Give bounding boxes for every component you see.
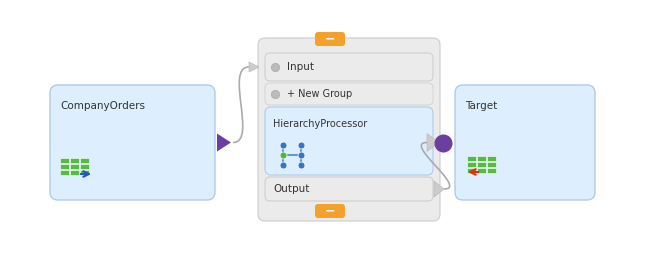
Bar xyxy=(487,162,496,167)
Polygon shape xyxy=(434,181,444,197)
FancyBboxPatch shape xyxy=(315,32,345,46)
Bar xyxy=(70,158,79,163)
FancyBboxPatch shape xyxy=(265,83,433,105)
FancyBboxPatch shape xyxy=(265,177,433,201)
Text: Output: Output xyxy=(273,184,309,194)
Text: −: − xyxy=(325,32,335,46)
Polygon shape xyxy=(249,62,259,72)
Bar xyxy=(60,170,69,175)
FancyBboxPatch shape xyxy=(265,53,433,81)
FancyBboxPatch shape xyxy=(258,38,440,221)
Text: HierarchyProcessor: HierarchyProcessor xyxy=(273,119,367,129)
Bar xyxy=(477,168,486,173)
Bar xyxy=(70,170,79,175)
Text: + New Group: + New Group xyxy=(287,89,352,99)
Polygon shape xyxy=(217,133,231,152)
Bar xyxy=(467,168,476,173)
Bar xyxy=(60,158,69,163)
FancyBboxPatch shape xyxy=(265,107,433,175)
Bar xyxy=(477,156,486,161)
Bar xyxy=(80,170,89,175)
FancyBboxPatch shape xyxy=(315,204,345,218)
Bar xyxy=(467,162,476,167)
Bar xyxy=(467,156,476,161)
Text: Input: Input xyxy=(287,62,314,72)
FancyBboxPatch shape xyxy=(455,85,595,200)
Text: CompanyOrders: CompanyOrders xyxy=(60,101,145,111)
Bar xyxy=(487,168,496,173)
Polygon shape xyxy=(427,133,439,152)
Bar xyxy=(80,158,89,163)
Bar xyxy=(70,164,79,169)
Bar xyxy=(60,164,69,169)
Text: −: − xyxy=(325,205,335,218)
Bar xyxy=(487,156,496,161)
Bar xyxy=(477,162,486,167)
FancyBboxPatch shape xyxy=(50,85,215,200)
Bar xyxy=(80,164,89,169)
Text: Target: Target xyxy=(465,101,497,111)
